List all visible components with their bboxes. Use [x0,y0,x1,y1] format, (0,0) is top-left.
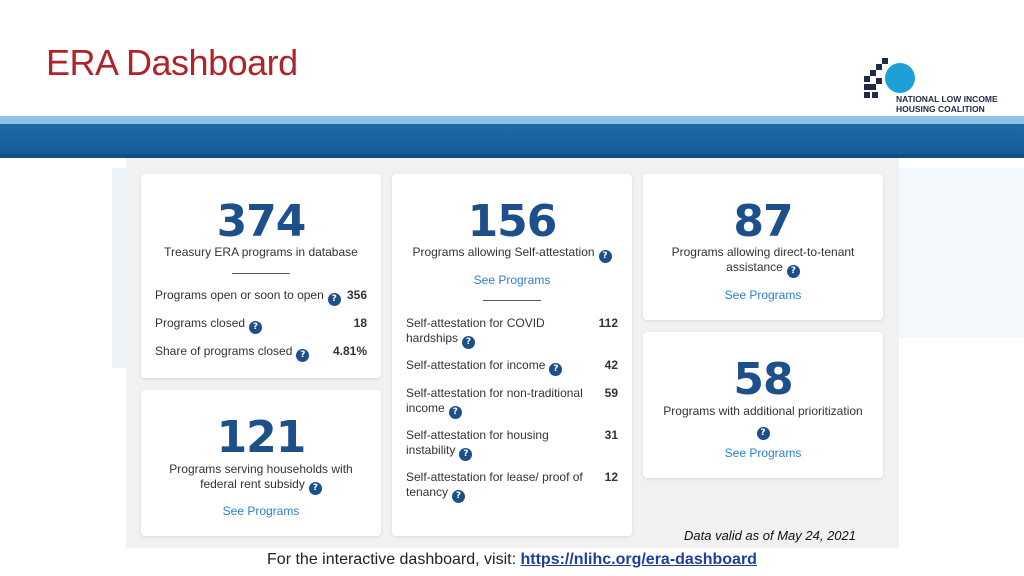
stat-value: 31 [604,428,618,442]
dashboard-panel: 374 Treasury ERA programs in database Pr… [126,158,899,548]
header-band-dark [0,154,1024,158]
house-logo-icon [864,58,915,98]
stat-label: Self-attestation for COVID [406,316,545,330]
divider [232,273,290,274]
stat-label: Self-attestation for housing [406,428,549,442]
header-band-light [0,116,1024,124]
help-icon[interactable]: ? [462,336,476,349]
stat-label-cont: instability [406,443,456,457]
help-icon[interactable]: ? [327,293,341,306]
caption-text: Programs allowing Self-attestation [412,245,595,259]
stat-label: Self-attestation for income [406,358,546,372]
help-icon[interactable]: ? [459,448,473,461]
help-icon[interactable]: ? [452,490,466,503]
caption-line: Programs serving households with [169,462,353,476]
stat-label-cont: income [406,401,445,415]
card-self-attestation: 156 Programs allowing Self-attestation? … [392,174,632,536]
direct-to-tenant-number: 87 [733,196,793,247]
stat-label-cont: hardships [406,331,459,345]
stat-value: 18 [353,316,367,330]
caption-line: Programs allowing direct-to-tenant [671,245,855,259]
help-icon[interactable]: ? [296,349,310,362]
see-programs-link[interactable]: See Programs [222,504,300,518]
stat-value: 356 [346,288,367,302]
divider [483,300,541,301]
direct-to-tenant-caption: Programs allowing direct-to-tenant assis… [643,245,883,278]
stat-label-cont: tenancy [406,485,449,499]
data-valid-note: Data valid as of May 24, 2021 [684,528,856,543]
federal-subsidy-number: 121 [216,412,307,463]
help-icon[interactable]: ? [756,427,770,440]
stat-label: Programs closed [155,316,246,330]
help-icon[interactable]: ? [786,265,800,278]
footer: For the interactive dashboard, visit: ht… [0,551,1024,569]
dashboard-link[interactable]: https://nlihc.org/era-dashboard [520,551,757,568]
logo-line-2: HOUSING COALITION [896,104,985,114]
help-icon[interactable]: ? [549,363,563,376]
self-attestation-caption: Programs allowing Self-attestation? [392,245,632,263]
stat-label: Self-attestation for non-traditional [406,386,583,400]
total-programs-caption: Treasury ERA programs in database [164,245,358,259]
see-programs-link[interactable]: See Programs [724,446,802,460]
self-attestation-number: 156 [467,196,558,247]
stat-value: 42 [604,358,618,372]
stat-value: 4.81% [332,344,367,358]
stat-label: Programs open or soon to open [155,288,324,302]
card-federal-subsidy: 121 Programs serving households with fed… [141,390,381,536]
help-icon-wrap: ? [643,420,883,440]
slide-title: ERA Dashboard [46,42,298,83]
stat-value: 59 [604,386,618,400]
header-band [0,124,1024,154]
footer-text: For the interactive dashboard, visit: [267,551,521,568]
help-icon[interactable]: ? [598,250,612,263]
stat-label: Share of programs closed [155,344,293,358]
stat-value: 112 [598,316,618,330]
stat-value: 12 [604,470,618,484]
caption-line: federal rent subsidy [200,477,305,491]
prioritization-caption: Programs with additional prioritization [663,404,863,418]
prioritization-number: 58 [733,354,793,405]
card-direct-to-tenant: 87 Programs allowing direct-to-tenant as… [643,174,883,320]
caption-line: assistance [726,260,783,274]
help-icon[interactable]: ? [308,482,322,495]
nlihc-logo: NATIONAL LOW INCOME HOUSING COALITION [862,58,1014,114]
help-icon[interactable]: ? [249,321,263,334]
total-programs-number: 374 [216,196,307,247]
see-programs-link[interactable]: See Programs [473,273,551,287]
federal-subsidy-caption: Programs serving households with federal… [141,462,381,495]
stat-label: Self-attestation for lease/ proof of [406,470,583,484]
background-shape-left [112,168,126,368]
card-total-programs: 374 Treasury ERA programs in database Pr… [141,174,381,378]
card-prioritization: 58 Programs with additional prioritizati… [643,332,883,478]
background-shape-right [899,168,1024,338]
logo-line-1: NATIONAL LOW INCOME [896,94,998,104]
logo-text: NATIONAL LOW INCOME HOUSING COALITION [896,94,998,114]
see-programs-link[interactable]: See Programs [724,288,802,302]
help-icon[interactable]: ? [448,406,462,419]
